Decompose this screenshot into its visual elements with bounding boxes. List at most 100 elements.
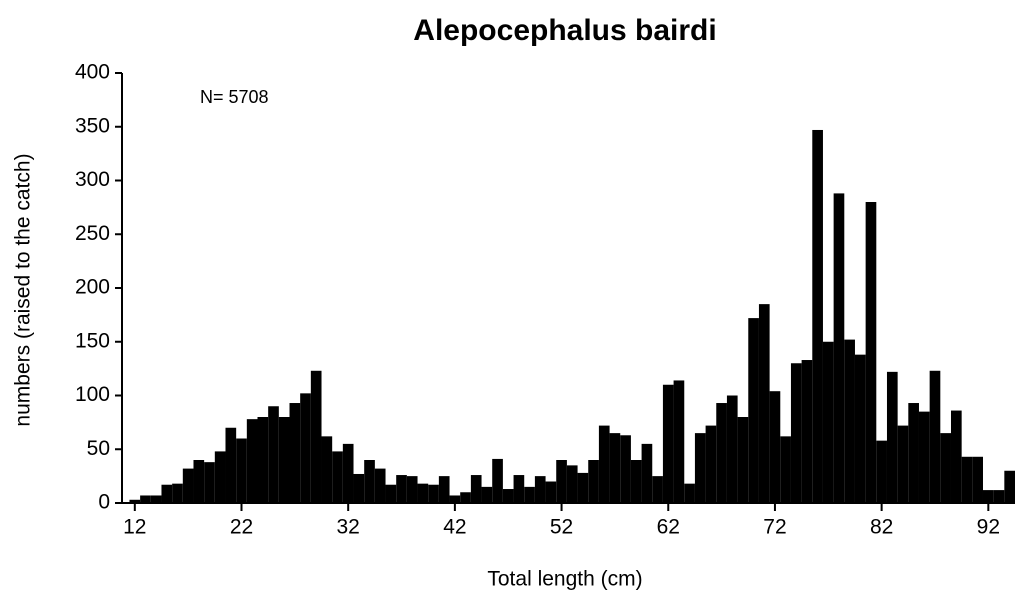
x-tick-label: 42 [443,516,466,539]
bar [705,425,717,503]
bar [385,484,397,503]
bar [150,495,162,503]
bar [865,202,877,503]
bar [342,443,354,503]
bar [300,393,311,503]
bar [268,406,279,503]
bar [684,483,695,503]
y-tick-label: 200 [75,276,110,299]
annotation: N= 5708 [200,87,269,107]
bar [161,484,173,503]
bar [758,304,770,503]
bar [204,462,215,503]
bar [492,458,503,503]
bar [524,486,535,503]
bar [566,465,578,503]
bar [748,318,759,503]
bar [950,410,962,503]
bar [769,391,781,503]
y-tick-label: 350 [75,114,110,137]
bar [780,436,791,503]
x-tick-label: 22 [230,516,253,539]
x-tick-label: 52 [550,516,573,539]
bar [534,476,546,503]
bar [225,427,237,503]
bar [993,490,1005,503]
bar [972,456,983,503]
bar [673,380,685,503]
bar [460,492,471,503]
y-tick-label: 0 [98,491,110,514]
bar [353,473,365,503]
bar [822,341,834,503]
bar [513,475,525,503]
y-tick-label: 300 [75,168,110,191]
bar [502,489,514,503]
bar [577,472,589,503]
bar [886,371,898,503]
bar [449,495,461,503]
y-tick-label: 100 [75,383,110,406]
bar [481,486,493,503]
bar [844,339,855,503]
x-tick-label: 32 [337,516,360,539]
bar [556,460,567,503]
bar [140,495,151,503]
bar [598,425,610,503]
bar [854,354,866,503]
bar [652,476,663,503]
bar [812,129,823,503]
bar [438,476,450,503]
bar [908,403,919,503]
bar [1004,470,1015,503]
y-tick-label: 250 [75,222,110,245]
bar [940,433,951,503]
bar [428,484,439,503]
bar [961,456,973,503]
y-tick-label: 50 [87,437,110,460]
bar [332,451,343,503]
y-axis-label: numbers (raised to the catch) [12,153,35,426]
bar [790,363,802,503]
bar [364,460,375,503]
bar [694,433,706,503]
bar [716,403,727,503]
bar [641,443,653,503]
bar [193,460,205,503]
bar [257,417,269,503]
x-tick-label: 12 [123,516,146,539]
bar [129,499,141,503]
bar [289,403,301,503]
y-tick-label: 400 [75,61,110,84]
bar [172,483,183,503]
bar [726,395,738,503]
bar [588,460,599,503]
chart-title: Alepocephalus bairdi [413,14,716,47]
bar [321,436,333,503]
bar [620,435,631,503]
bar [897,425,909,503]
bar [630,460,642,503]
x-axis-label: Total length (cm) [487,568,642,591]
bar [876,440,887,503]
x-tick-label: 72 [763,516,786,539]
bar [278,417,290,503]
bar [833,193,845,503]
bar [374,468,386,503]
bar [801,360,813,503]
bar [310,370,322,503]
bar [214,451,226,503]
bar [737,417,749,503]
x-tick-label: 62 [657,516,680,539]
bar [417,483,429,503]
bar [918,411,930,503]
bar [662,384,674,503]
bar [470,475,482,503]
bar [236,438,247,503]
bar [182,468,194,503]
bar [545,481,557,503]
bar [246,419,258,503]
y-tick-label: 150 [75,329,110,352]
x-tick-label: 92 [977,516,1000,539]
